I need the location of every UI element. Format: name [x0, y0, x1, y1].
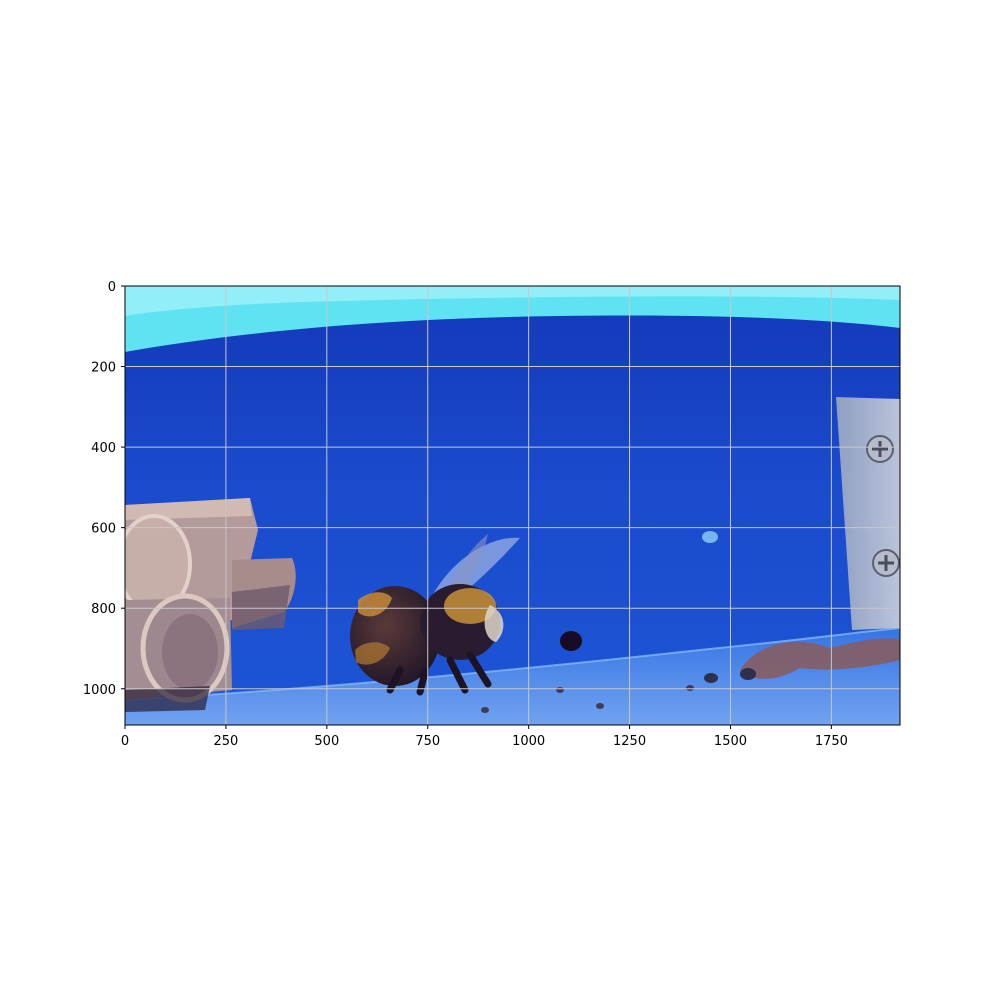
metal-plate [836, 397, 900, 630]
y-axis: 0 200 400 600 800 1000 [83, 280, 125, 698]
floor-edge-line [125, 627, 900, 701]
dark-spot [560, 631, 582, 651]
x-tick-label: 250 [213, 734, 238, 749]
floor-ledge [125, 628, 900, 725]
y-tick-label: 0 [108, 280, 116, 295]
x-tick-label: 750 [415, 734, 440, 749]
debris-right [481, 638, 900, 713]
bumblebee [350, 534, 520, 696]
wooden-tubes [125, 498, 296, 712]
light-speck [702, 531, 718, 543]
photo [125, 286, 900, 725]
x-tick-label: 1750 [815, 734, 848, 749]
y-tick-label: 400 [91, 441, 116, 456]
x-tick-label: 500 [314, 734, 339, 749]
y-tick-label: 1000 [83, 683, 116, 698]
light-top-highlight [125, 286, 900, 316]
y-tick-label: 800 [91, 602, 116, 617]
x-tick-label: 1500 [714, 734, 747, 749]
y-tick-label: 600 [91, 522, 116, 537]
light-top-band [125, 286, 900, 352]
axes-frame [124, 285, 901, 726]
x-tick-label: 1250 [613, 734, 646, 749]
x-tick-label: 0 [121, 734, 129, 749]
x-axis: 0 250 500 750 1000 1250 1500 1750 [121, 725, 848, 749]
y-tick-label: 200 [91, 361, 116, 376]
x-tick-label: 1000 [512, 734, 545, 749]
